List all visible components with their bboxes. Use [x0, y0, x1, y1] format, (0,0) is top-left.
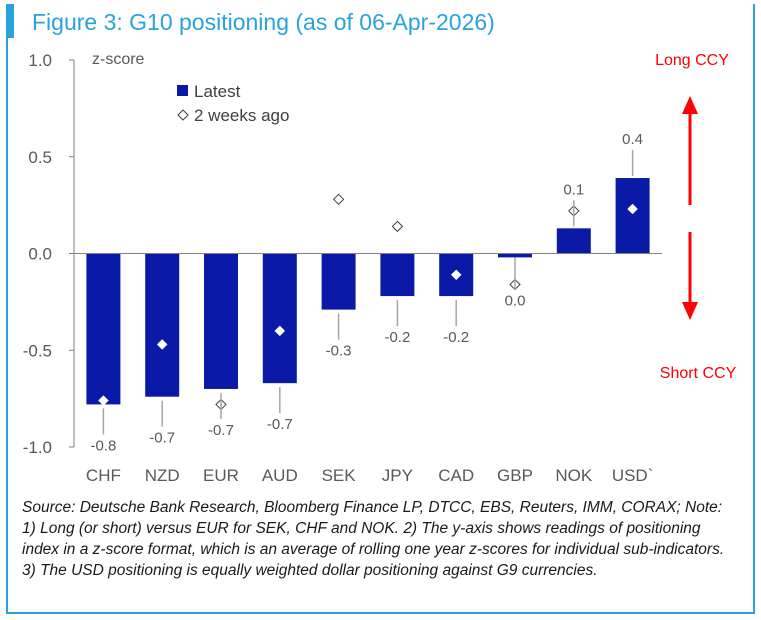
- x-tick-label: AUD: [262, 466, 298, 485]
- title-band: Figure 3: G10 positioning (as of 06-Apr-…: [6, 4, 755, 38]
- x-tick-label: JPY: [382, 466, 413, 485]
- short-ccy-label: Short CCY: [660, 365, 737, 382]
- y-tick-label: -0.5: [23, 341, 52, 360]
- chart: 1.0 0.5 0.0 -0.5 -1.0 z-score CHF NZD EUR AUD SEK J…: [23, 51, 737, 485]
- bar-chf: [86, 253, 121, 405]
- marker-2-weeks-ago: [156, 339, 168, 350]
- data-label: -0.7: [208, 422, 234, 439]
- data-label: -0.2: [443, 329, 469, 346]
- data-label: -0.7: [149, 430, 175, 447]
- y-tick-label: -1.0: [23, 438, 52, 457]
- marker-2-weeks-ago: [627, 203, 638, 215]
- up-arrow-head: [682, 96, 698, 114]
- long-ccy-label: Long CCY: [655, 52, 729, 69]
- bar-jpy: [380, 253, 415, 297]
- marker-2-weeks-ago: [274, 325, 286, 337]
- data-label: -0.7: [267, 416, 293, 433]
- data-label: -0.8: [90, 437, 116, 454]
- x-tick-label: NOK: [555, 466, 593, 485]
- y-tick-label: 0.5: [28, 148, 52, 167]
- x-tick-label: USD`: [612, 466, 654, 485]
- data-label: 0.0: [505, 293, 526, 310]
- marker-2-weeks-ago: [450, 269, 462, 281]
- legend-latest-label: Latest: [194, 82, 241, 101]
- bar-aud: [262, 253, 297, 384]
- bar-nok: [556, 228, 591, 254]
- data-label: -0.2: [384, 329, 410, 346]
- bar-sek: [321, 253, 356, 310]
- marker-2-weeks-ago: [391, 220, 404, 233]
- x-tick-label: SEK: [322, 466, 357, 485]
- y-tick-label: 1.0: [28, 51, 52, 70]
- x-tick-label: CHF: [86, 466, 121, 485]
- y-axis-label: z-score: [92, 51, 145, 68]
- bar-nzd: [145, 253, 180, 397]
- legend-latest-swatch: [177, 85, 188, 96]
- x-tick-label: NZD: [145, 466, 180, 485]
- data-label: -0.3: [326, 343, 352, 360]
- x-tick-label: GBP: [497, 466, 533, 485]
- figure-title: Figure 3: G10 positioning (as of 06-Apr-…: [32, 9, 495, 35]
- bar-eur: [204, 253, 238, 389]
- marker-2-weeks-ago: [98, 395, 109, 406]
- x-tick-label: CAD: [438, 466, 474, 485]
- x-tick-label: EUR: [203, 466, 239, 485]
- data-label: 0.1: [563, 181, 584, 198]
- bar-gbp: [498, 253, 532, 258]
- legend-2-weeks-ago-marker: [177, 109, 189, 121]
- y-tick-label: 0.0: [28, 245, 52, 264]
- data-label: 0.4: [622, 131, 643, 148]
- figure-frame: [6, 4, 755, 614]
- bar-usd: [615, 178, 650, 254]
- marker-2-weeks-ago: [332, 193, 345, 206]
- source-note: Source: Deutsche Bank Research, Bloomber…: [22, 499, 725, 579]
- legend-2-weeks-ago-label: 2 weeks ago: [194, 106, 289, 125]
- down-arrow-head: [682, 302, 698, 320]
